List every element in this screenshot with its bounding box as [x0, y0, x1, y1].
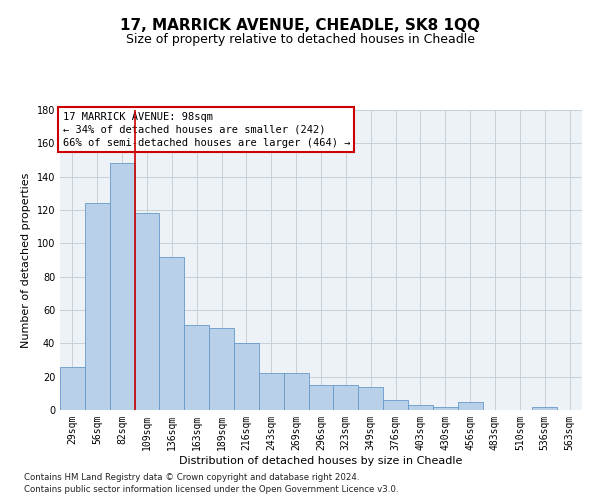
Bar	[85, 204, 110, 410]
Bar	[234, 344, 259, 410]
Bar	[160, 256, 184, 410]
Bar	[259, 374, 284, 410]
Text: Size of property relative to detached houses in Cheadle: Size of property relative to detached ho…	[125, 32, 475, 46]
Bar	[134, 214, 160, 410]
Text: Contains HM Land Registry data © Crown copyright and database right 2024.: Contains HM Land Registry data © Crown c…	[24, 472, 359, 482]
Bar	[458, 402, 482, 410]
Bar	[110, 164, 134, 410]
Bar	[433, 406, 458, 410]
Bar	[358, 386, 383, 410]
Bar	[532, 406, 557, 410]
Bar	[209, 328, 234, 410]
Bar	[284, 374, 308, 410]
Bar	[408, 405, 433, 410]
Text: 17, MARRICK AVENUE, CHEADLE, SK8 1QQ: 17, MARRICK AVENUE, CHEADLE, SK8 1QQ	[120, 18, 480, 32]
Bar	[60, 366, 85, 410]
Bar	[334, 385, 358, 410]
Text: 17 MARRICK AVENUE: 98sqm
← 34% of detached houses are smaller (242)
66% of semi-: 17 MARRICK AVENUE: 98sqm ← 34% of detach…	[62, 112, 350, 148]
X-axis label: Distribution of detached houses by size in Cheadle: Distribution of detached houses by size …	[179, 456, 463, 466]
Y-axis label: Number of detached properties: Number of detached properties	[21, 172, 31, 348]
Bar	[308, 385, 334, 410]
Text: Contains public sector information licensed under the Open Government Licence v3: Contains public sector information licen…	[24, 485, 398, 494]
Bar	[184, 325, 209, 410]
Bar	[383, 400, 408, 410]
